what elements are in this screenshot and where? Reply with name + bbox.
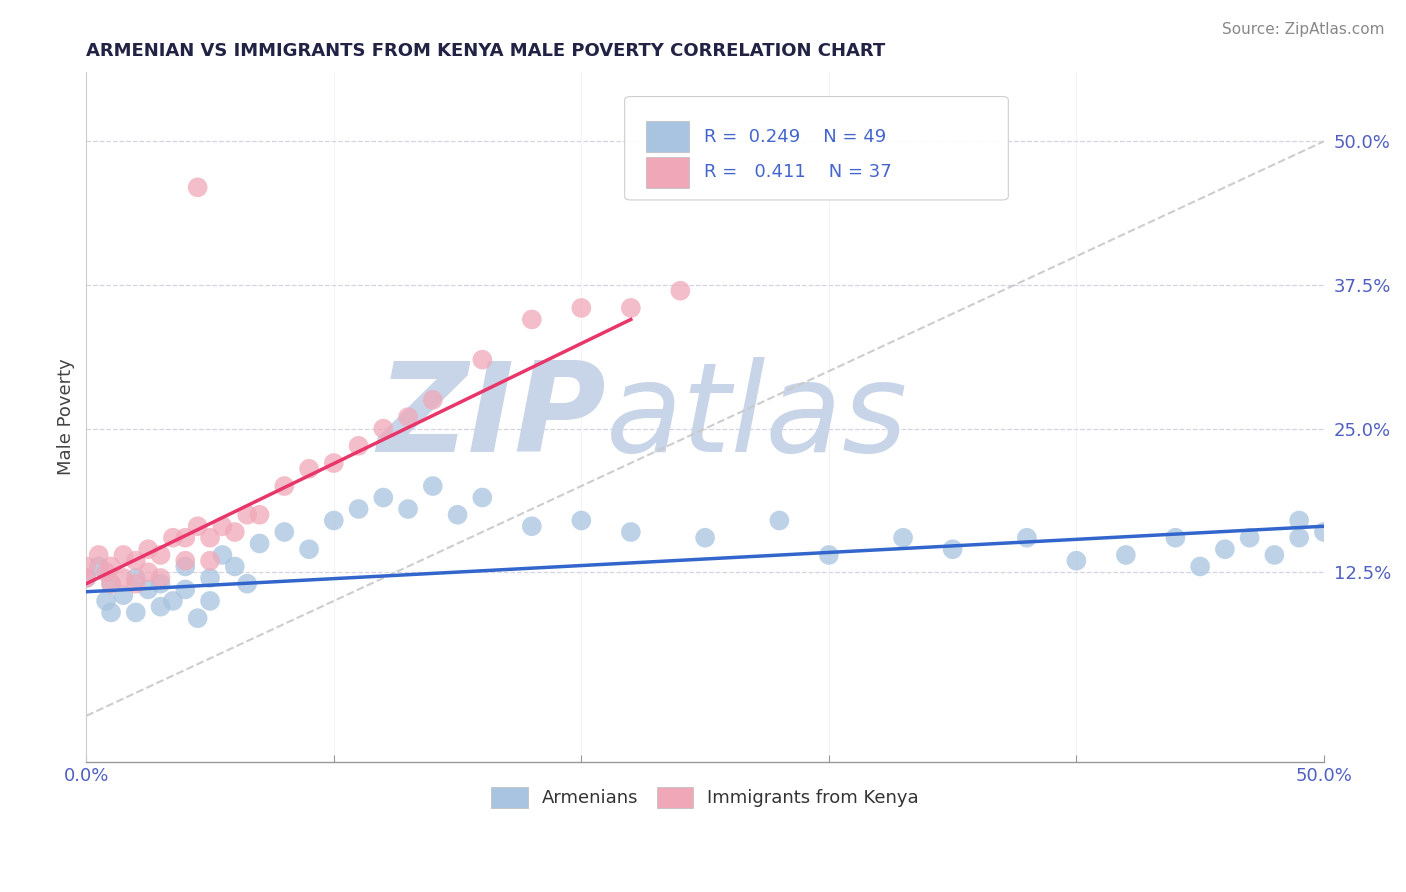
Point [162, 594, 184, 608]
Point [520, 519, 543, 533]
Point [236, 508, 259, 522]
Point [136, 542, 159, 557]
Point [1213, 542, 1236, 557]
Point [198, 594, 221, 608]
Point [224, 524, 246, 539]
Text: ARMENIAN VS IMMIGRANTS FROM KENYA MALE POVERTY CORRELATION CHART: ARMENIAN VS IMMIGRANTS FROM KENYA MALE P… [86, 42, 886, 60]
Point [620, 524, 643, 539]
Point [174, 554, 197, 568]
Text: R =   0.411    N = 37: R = 0.411 N = 37 [704, 163, 891, 181]
Point [224, 559, 246, 574]
Point [125, 576, 148, 591]
Point [942, 542, 965, 557]
Point [373, 491, 395, 505]
Point [112, 548, 135, 562]
Point [75, 559, 97, 574]
Text: ZIP: ZIP [377, 357, 606, 477]
Point [1288, 531, 1310, 545]
Point [187, 519, 209, 533]
Point [75, 571, 97, 585]
Point [100, 576, 122, 591]
Point [174, 531, 197, 545]
Point [198, 554, 221, 568]
Point [149, 548, 172, 562]
Point [347, 439, 370, 453]
Point [396, 502, 419, 516]
Point [136, 565, 159, 579]
Point [373, 421, 395, 435]
Point [298, 542, 321, 557]
Point [891, 531, 914, 545]
Text: atlas: atlas [606, 357, 908, 477]
Point [322, 514, 344, 528]
Point [211, 519, 233, 533]
Point [768, 514, 790, 528]
Legend: Armenians, Immigrants from Kenya: Armenians, Immigrants from Kenya [484, 780, 927, 814]
Point [174, 582, 197, 597]
Point [112, 571, 135, 585]
Point [446, 508, 468, 522]
Point [273, 479, 295, 493]
Point [1288, 514, 1310, 528]
Text: R =  0.249    N = 49: R = 0.249 N = 49 [704, 128, 886, 145]
Point [396, 410, 419, 425]
Point [322, 456, 344, 470]
Point [125, 554, 148, 568]
Point [471, 491, 494, 505]
Point [471, 352, 494, 367]
Point [100, 559, 122, 574]
Point [87, 548, 110, 562]
Point [693, 531, 716, 545]
Point [422, 479, 444, 493]
Point [87, 559, 110, 574]
Point [149, 576, 172, 591]
Point [162, 531, 184, 545]
Point [100, 606, 122, 620]
Point [620, 301, 643, 315]
Point [1313, 524, 1336, 539]
Point [125, 571, 148, 585]
Point [1115, 548, 1137, 562]
Bar [645, 157, 689, 188]
Point [149, 571, 172, 585]
Point [249, 536, 271, 550]
Point [94, 594, 117, 608]
Point [1015, 531, 1038, 545]
Point [569, 301, 592, 315]
Point [136, 582, 159, 597]
Point [298, 462, 321, 476]
Point [1239, 531, 1261, 545]
Point [1066, 554, 1088, 568]
Point [100, 576, 122, 591]
Point [187, 611, 209, 625]
Point [347, 502, 370, 516]
Point [94, 565, 117, 579]
Point [273, 524, 295, 539]
Point [249, 508, 271, 522]
Point [187, 180, 209, 194]
Point [1189, 559, 1212, 574]
Point [211, 548, 233, 562]
Point [198, 571, 221, 585]
Point [1164, 531, 1187, 545]
Point [112, 588, 135, 602]
Point [236, 576, 259, 591]
Text: Source: ZipAtlas.com: Source: ZipAtlas.com [1222, 22, 1385, 37]
Point [818, 548, 841, 562]
Point [125, 606, 148, 620]
Point [422, 392, 444, 407]
Point [569, 514, 592, 528]
Y-axis label: Male Poverty: Male Poverty [58, 359, 75, 475]
Point [174, 559, 197, 574]
Point [198, 531, 221, 545]
FancyBboxPatch shape [624, 96, 1008, 200]
Point [520, 312, 543, 326]
Point [75, 571, 97, 585]
Point [1263, 548, 1285, 562]
Bar [645, 121, 689, 153]
Point [669, 284, 692, 298]
Point [149, 599, 172, 614]
